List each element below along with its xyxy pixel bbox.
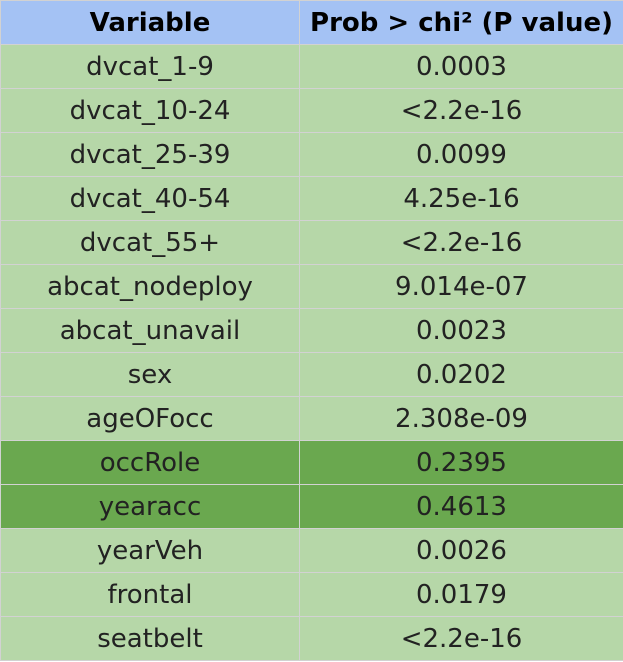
cell-variable: dvcat_25-39 bbox=[0, 132, 300, 177]
cell-variable: dvcat_40-54 bbox=[0, 176, 300, 221]
cell-p-value: 4.25e-16 bbox=[299, 176, 623, 221]
table-body: dvcat_1-9 0.0003 dvcat_10-24 <2.2e-16 dvcat_… bbox=[0, 44, 623, 661]
table-row: yearacc 0.4613 bbox=[0, 484, 623, 529]
cell-p-value: 0.0003 bbox=[299, 44, 623, 89]
cell-p-value: 0.2395 bbox=[299, 440, 623, 485]
cell-p-value: <2.2e-16 bbox=[299, 220, 623, 265]
cell-variable: occRole bbox=[0, 440, 300, 485]
table-row: occRole 0.2395 bbox=[0, 440, 623, 485]
cell-p-value: 2.308e-09 bbox=[299, 396, 623, 441]
cell-p-value: 9.014e-07 bbox=[299, 264, 623, 309]
cell-variable: abcat_unavail bbox=[0, 308, 300, 353]
cell-variable: dvcat_10-24 bbox=[0, 88, 300, 133]
cell-variable: frontal bbox=[0, 572, 300, 617]
cell-p-value: 0.0099 bbox=[299, 132, 623, 177]
cell-p-value: <2.2e-16 bbox=[299, 88, 623, 133]
cell-p-value: 0.0023 bbox=[299, 308, 623, 353]
cell-variable: yearacc bbox=[0, 484, 300, 529]
table-row: dvcat_40-54 4.25e-16 bbox=[0, 176, 623, 221]
cell-variable: ageOFocc bbox=[0, 396, 300, 441]
cell-variable: sex bbox=[0, 352, 300, 397]
table-row: frontal 0.0179 bbox=[0, 572, 623, 617]
cell-p-value: 0.0026 bbox=[299, 528, 623, 573]
table-row: sex 0.0202 bbox=[0, 352, 623, 397]
cell-variable: yearVeh bbox=[0, 528, 300, 573]
table-row: dvcat_1-9 0.0003 bbox=[0, 44, 623, 89]
cell-variable: seatbelt bbox=[0, 616, 300, 661]
cell-p-value: <2.2e-16 bbox=[299, 616, 623, 661]
header-variable: Variable bbox=[0, 0, 300, 45]
header-p-value: Prob > chi² (P value) bbox=[299, 0, 623, 45]
cell-variable: abcat_nodeploy bbox=[0, 264, 300, 309]
table-row: abcat_unavail 0.0023 bbox=[0, 308, 623, 353]
table-row: yearVeh 0.0026 bbox=[0, 528, 623, 573]
table-header: Variable Prob > chi² (P value) bbox=[0, 0, 623, 45]
cell-p-value: 0.4613 bbox=[299, 484, 623, 529]
header-row: Variable Prob > chi² (P value) bbox=[0, 0, 623, 45]
table-row: dvcat_25-39 0.0099 bbox=[0, 132, 623, 177]
cell-variable: dvcat_55+ bbox=[0, 220, 300, 265]
cell-variable: dvcat_1-9 bbox=[0, 44, 300, 89]
cell-p-value: 0.0202 bbox=[299, 352, 623, 397]
table-row: dvcat_10-24 <2.2e-16 bbox=[0, 88, 623, 133]
cell-p-value: 0.0179 bbox=[299, 572, 623, 617]
table-row: abcat_nodeploy 9.014e-07 bbox=[0, 264, 623, 309]
table-row: seatbelt <2.2e-16 bbox=[0, 616, 623, 661]
table-row: ageOFocc 2.308e-09 bbox=[0, 396, 623, 441]
table-row: dvcat_55+ <2.2e-16 bbox=[0, 220, 623, 265]
